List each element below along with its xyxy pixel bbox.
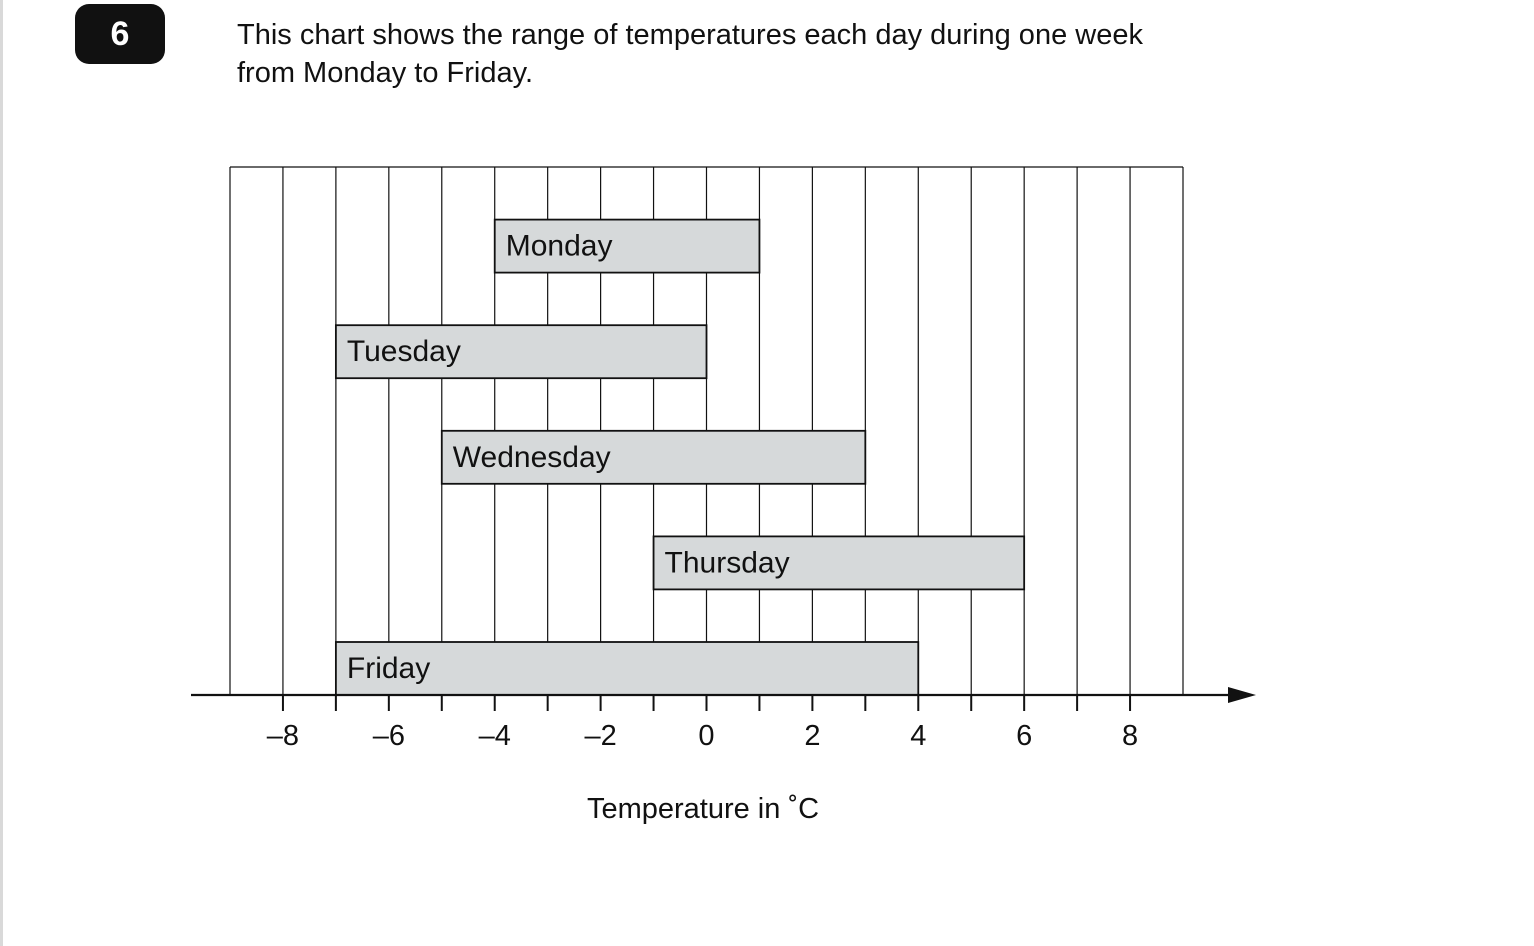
bar-label-tuesday: Tuesday (347, 335, 461, 368)
bar-friday (334, 641, 920, 696)
bar-tuesday (334, 324, 708, 380)
bar-thursday (652, 535, 1026, 591)
bar-label-monday: Monday (506, 230, 613, 263)
x-tick-label: –4 (479, 720, 511, 752)
x-axis-label: Temperature in ˚C (587, 793, 819, 825)
x-axis: –8 –6 –4 –2 0 2 4 6 8 (191, 687, 1256, 752)
bar-wednesday (440, 429, 867, 485)
question-number-badge: 6 (75, 4, 165, 64)
x-tick-label: –2 (584, 720, 616, 752)
x-tick-label: 4 (910, 720, 926, 752)
question-text-line-2: from Monday to Friday. (237, 57, 534, 89)
question-text-line-1: This chart shows the range of temperatur… (237, 19, 1143, 51)
x-axis-arrow (1228, 687, 1256, 703)
page-left-rule (0, 0, 3, 946)
bar-label-friday: Friday (347, 652, 430, 685)
bar-label-wednesday: Wednesday (453, 441, 611, 474)
x-tick-label: –6 (373, 720, 405, 752)
bar-label-thursday: Thursday (665, 546, 790, 579)
x-tick-label: 8 (1122, 720, 1138, 752)
question-text: This chart shows the range of temperatur… (237, 16, 1357, 92)
x-tick-label: 0 (698, 720, 714, 752)
x-tick-label: 6 (1016, 720, 1032, 752)
bar-monday (493, 218, 761, 274)
range-bars: Monday Tuesday Wednesday Thursday Friday (334, 218, 1026, 696)
x-tick-label: 2 (804, 720, 820, 752)
question-number: 6 (110, 14, 130, 53)
x-tick-label: –8 (267, 720, 299, 752)
